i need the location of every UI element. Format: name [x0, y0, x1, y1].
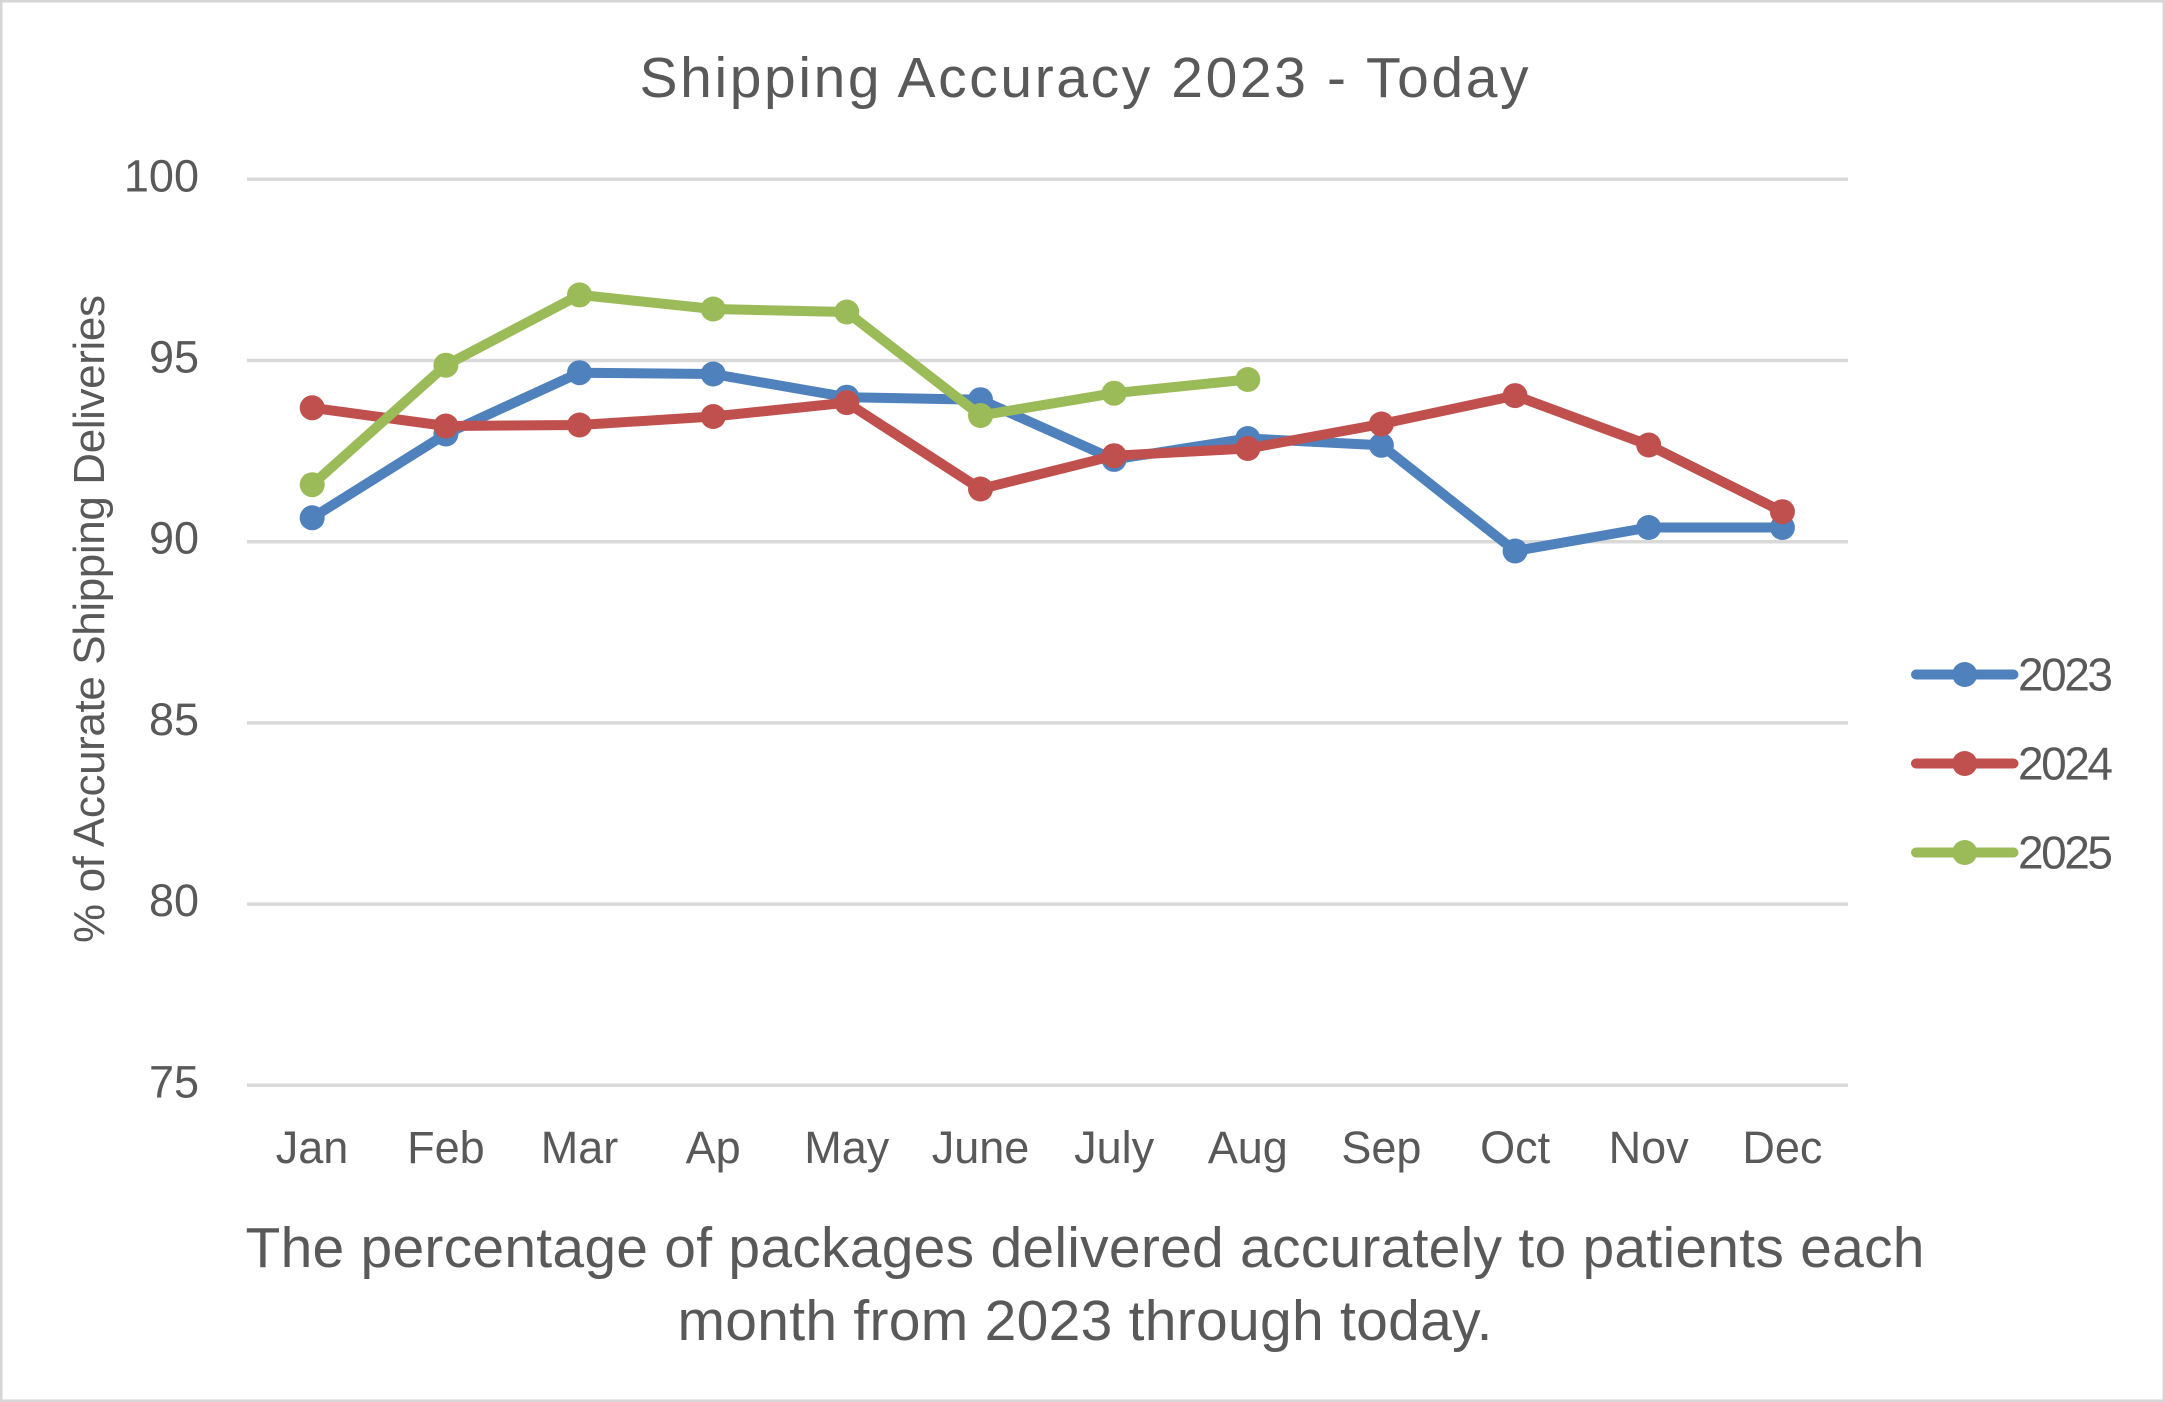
svg-text:2024: 2024 — [2018, 738, 2113, 790]
svg-text:Dec: Dec — [1742, 1122, 1822, 1173]
svg-text:June: June — [932, 1122, 1030, 1173]
svg-text:The percentage of packages del: The percentage of packages delivered acc… — [246, 1216, 1925, 1280]
svg-text:Sep: Sep — [1341, 1122, 1421, 1173]
svg-text:85: 85 — [149, 694, 199, 745]
svg-text:month from 2023 through today.: month from 2023 through today. — [678, 1289, 1493, 1353]
svg-text:90: 90 — [149, 513, 199, 564]
svg-text:80: 80 — [149, 875, 199, 926]
svg-text:Jan: Jan — [276, 1122, 349, 1173]
svg-text:Oct: Oct — [1480, 1122, 1551, 1173]
svg-text:Ap: Ap — [686, 1122, 741, 1173]
svg-text:95: 95 — [149, 332, 199, 383]
svg-text:May: May — [804, 1122, 890, 1173]
svg-text:2023: 2023 — [2018, 649, 2113, 701]
svg-text:Mar: Mar — [541, 1122, 619, 1173]
svg-text:Aug: Aug — [1208, 1122, 1288, 1173]
svg-text:Shipping Accuracy 2023 - Today: Shipping Accuracy 2023 - Today — [640, 46, 1530, 110]
svg-text:100: 100 — [124, 150, 199, 201]
svg-text:75: 75 — [149, 1056, 199, 1107]
svg-text:July: July — [1074, 1122, 1155, 1173]
svg-text:2025: 2025 — [2018, 827, 2113, 879]
svg-text:% of Accurate Shipping Deliver: % of Accurate Shipping Deliveries — [65, 295, 114, 943]
svg-text:Feb: Feb — [407, 1122, 485, 1173]
svg-text:Nov: Nov — [1609, 1122, 1690, 1173]
